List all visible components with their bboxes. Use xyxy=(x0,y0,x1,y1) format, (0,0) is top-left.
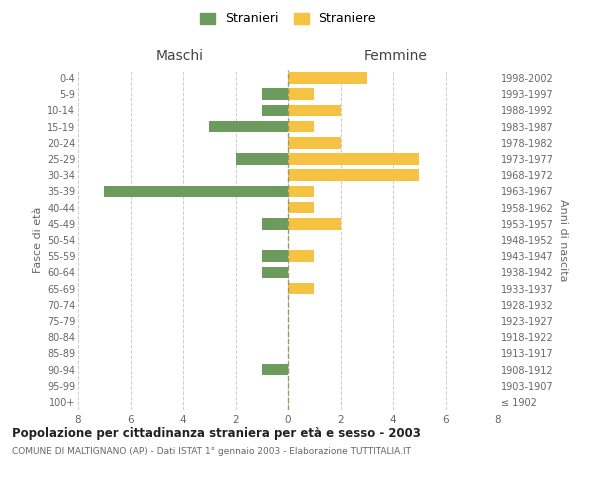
Bar xyxy=(262,266,288,278)
Bar xyxy=(288,153,419,165)
Bar xyxy=(288,137,341,148)
Text: Maschi: Maschi xyxy=(156,48,204,62)
Bar xyxy=(288,202,314,213)
Y-axis label: Fasce di età: Fasce di età xyxy=(32,207,43,273)
Bar xyxy=(262,218,288,230)
Legend: Stranieri, Straniere: Stranieri, Straniere xyxy=(196,8,380,29)
Text: Femmine: Femmine xyxy=(364,48,428,62)
Bar xyxy=(288,282,314,294)
Bar xyxy=(262,250,288,262)
Bar xyxy=(288,170,419,181)
Text: COMUNE DI MALTIGNANO (AP) - Dati ISTAT 1° gennaio 2003 - Elaborazione TUTTITALIA: COMUNE DI MALTIGNANO (AP) - Dati ISTAT 1… xyxy=(12,448,411,456)
Bar xyxy=(288,88,314,100)
Y-axis label: Anni di nascita: Anni di nascita xyxy=(558,198,568,281)
Bar xyxy=(104,186,288,198)
Bar xyxy=(288,186,314,198)
Bar xyxy=(288,250,314,262)
Text: Popolazione per cittadinanza straniera per età e sesso - 2003: Popolazione per cittadinanza straniera p… xyxy=(12,428,421,440)
Bar xyxy=(288,121,314,132)
Bar xyxy=(288,218,341,230)
Bar xyxy=(262,104,288,117)
Bar xyxy=(235,153,288,165)
Bar xyxy=(262,88,288,100)
Bar xyxy=(288,72,367,84)
Bar xyxy=(262,364,288,376)
Bar xyxy=(288,104,341,117)
Bar xyxy=(209,121,288,132)
